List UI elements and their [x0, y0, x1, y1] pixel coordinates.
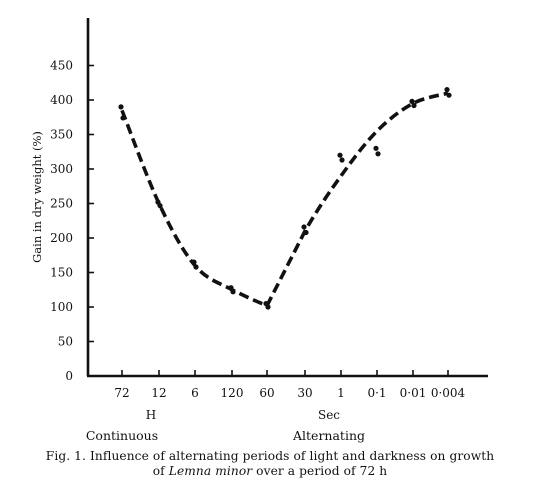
data-point	[303, 229, 309, 236]
x-tick-label: 0·1	[367, 386, 386, 400]
y-tick-label: 0	[65, 369, 73, 383]
caption-line-2-end: over a period of 72 h	[252, 464, 388, 478]
data-point	[118, 104, 124, 110]
x-tick-label: 0·01	[400, 386, 427, 400]
x-tick-label: 60	[259, 386, 274, 400]
data-point	[339, 157, 345, 163]
dashed-fit-line	[120, 91, 449, 308]
fitted-curve	[120, 91, 449, 308]
y-tick-label: 250	[50, 197, 73, 211]
x-tick-label: 30	[297, 386, 312, 400]
data-point	[191, 259, 197, 265]
caption-line-2: of Lemna minor over a period of 72 h	[14, 464, 526, 479]
figure-caption: Fig. 1. Influence of alternating periods…	[14, 449, 526, 479]
x-group-label: Alternating	[292, 428, 365, 443]
data-point	[373, 145, 379, 151]
data-point	[157, 202, 163, 209]
data-point	[228, 285, 234, 291]
y-tick-label: 50	[58, 335, 73, 349]
data-point	[444, 87, 450, 93]
x-tick-label: 120	[221, 386, 244, 400]
data-point	[337, 152, 343, 158]
data-point	[375, 151, 381, 157]
x-tick-label: 72	[114, 386, 129, 400]
data-point	[193, 264, 199, 270]
x-ticks: 72 12 6 120 60 30 1 0·1 0·01 0·004	[114, 370, 466, 400]
x-unit-label: H	[146, 408, 156, 422]
y-axis-label: Gain in dry weight (%)	[30, 131, 44, 263]
data-point	[411, 102, 417, 109]
data-point	[265, 304, 271, 310]
caption-line-1: Fig. 1. Influence of alternating periods…	[45, 449, 495, 463]
y-tick-label: 200	[50, 231, 73, 245]
y-tick-label: 150	[50, 266, 73, 280]
x-unit-groups: H Continuous Sec Alternating	[86, 408, 365, 443]
y-tick-label: 400	[50, 93, 73, 107]
y-tick-label: 350	[50, 128, 73, 142]
data-point	[409, 98, 415, 104]
x-group-label: Continuous	[86, 428, 158, 443]
data-point	[120, 115, 126, 121]
x-tick-label: 1	[337, 386, 345, 400]
x-tick-label: 0·004	[431, 386, 466, 400]
axes	[86, 18, 488, 378]
y-tick-label: 100	[50, 300, 73, 314]
x-unit-label: Sec	[318, 408, 340, 422]
y-tick-label: 300	[50, 162, 73, 176]
y-tick-label: 450	[50, 59, 73, 73]
caption-line-2-start: of	[152, 464, 169, 478]
data-point	[446, 92, 452, 98]
x-tick-label: 6	[191, 386, 199, 400]
data-points	[118, 87, 452, 310]
x-tick-label: 12	[151, 386, 166, 400]
caption-species-name: Lemna minor	[168, 464, 253, 478]
y-ticks: 0 50 100 150 200 250 300 350 400 450	[50, 59, 94, 383]
data-point	[230, 289, 236, 295]
data-point	[301, 224, 307, 230]
